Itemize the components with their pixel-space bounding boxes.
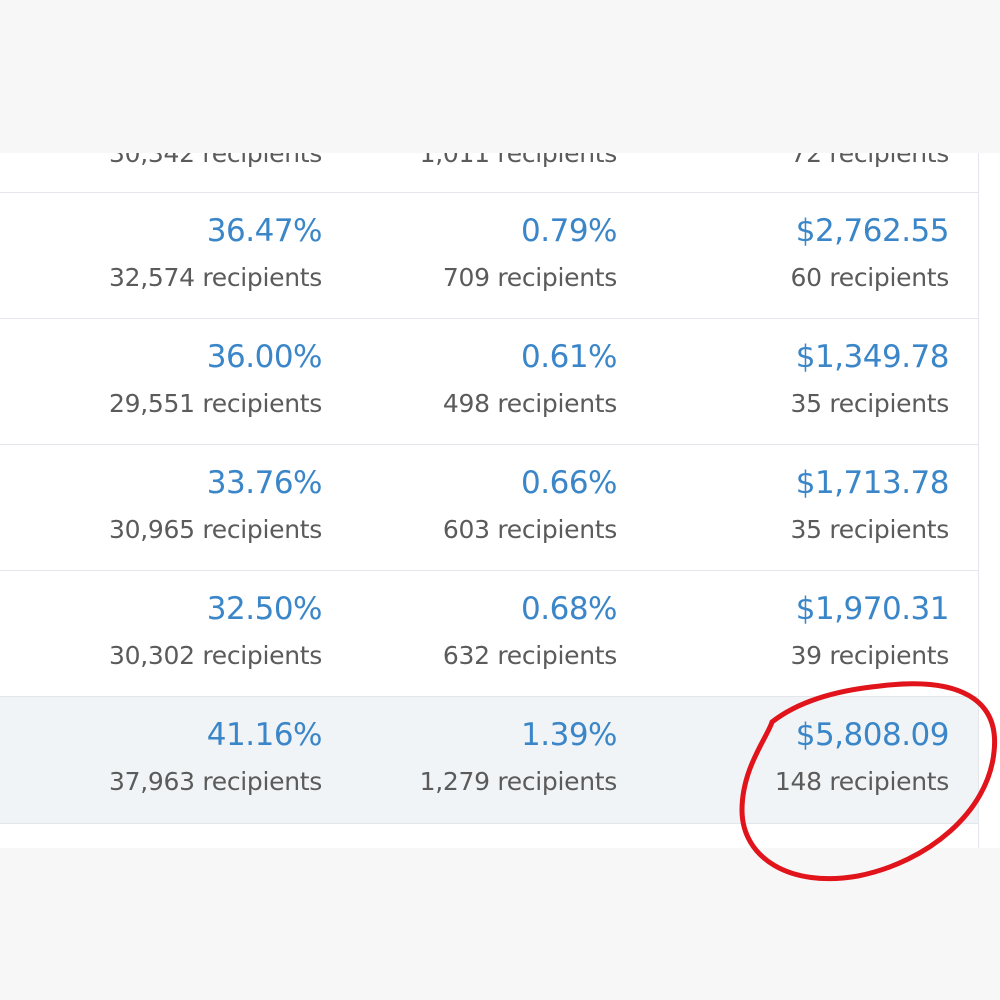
revenue-value[interactable]: $1,713.78 [795,465,950,501]
open-recipients: 30,965 recipients [109,515,322,544]
click-rate-value[interactable]: 1.39% [521,717,617,753]
click-rate-value[interactable]: 0.66% [521,465,617,501]
open-rate-value[interactable]: 41.16% [206,717,323,753]
open-recipients: 29,551 recipients [109,389,322,418]
open-recipients: 30,342 recipients [109,153,322,168]
revenue-value[interactable]: $5,808.09 [795,717,950,753]
revenue-recipients: 39 recipients [790,641,949,670]
table-row[interactable]: 33.76% 30,965 recipients 0.66% 603 recip… [0,445,978,571]
revenue-recipients: 72 recipients [790,153,949,168]
click-recipients: 709 recipients [442,263,617,292]
table-row[interactable]: 36.00% 29,551 recipients 0.61% 498 recip… [0,319,978,445]
revenue-value[interactable]: $1,349.78 [795,339,950,375]
click-rate-value[interactable]: 0.79% [521,213,617,249]
click-recipients: 632 recipients [442,641,617,670]
click-rate-value[interactable]: 0.61% [521,339,617,375]
revenue-value[interactable]: $1,970.31 [795,591,950,627]
open-rate-value[interactable]: 36.47% [206,213,323,249]
open-recipients: 30,302 recipients [109,641,322,670]
click-rate-value[interactable]: 0.68% [521,591,617,627]
open-rate-value[interactable]: 36.00% [206,339,323,375]
campaign-metrics-table: 30,342 recipients 1,011 recipients 72 re… [0,153,1000,848]
revenue-value[interactable]: $2,762.55 [795,213,950,249]
revenue-recipients: 148 recipients [774,767,949,796]
open-rate-value[interactable]: 32.50% [206,591,323,627]
revenue-recipients: 35 recipients [790,389,949,418]
click-recipients: 1,279 recipients [419,767,618,796]
open-rate-value[interactable]: 33.76% [206,465,323,501]
table-row-highlighted[interactable]: 41.16% 37,963 recipients 1.39% 1,279 rec… [0,697,978,824]
revenue-recipients: 60 recipients [790,263,949,292]
click-recipients: 1,011 recipients [419,153,618,168]
click-recipients: 603 recipients [442,515,617,544]
table-row[interactable]: 32.50% 30,302 recipients 0.68% 632 recip… [0,571,978,697]
open-recipients: 32,574 recipients [109,263,322,292]
click-recipients: 498 recipients [442,389,617,418]
revenue-recipients: 35 recipients [790,515,949,544]
table-row[interactable]: 36.47% 32,574 recipients 0.79% 709 recip… [0,193,978,319]
open-recipients: 37,963 recipients [109,767,322,796]
table-row[interactable]: 30,342 recipients 1,011 recipients 72 re… [0,153,978,193]
column-divider [978,153,979,848]
